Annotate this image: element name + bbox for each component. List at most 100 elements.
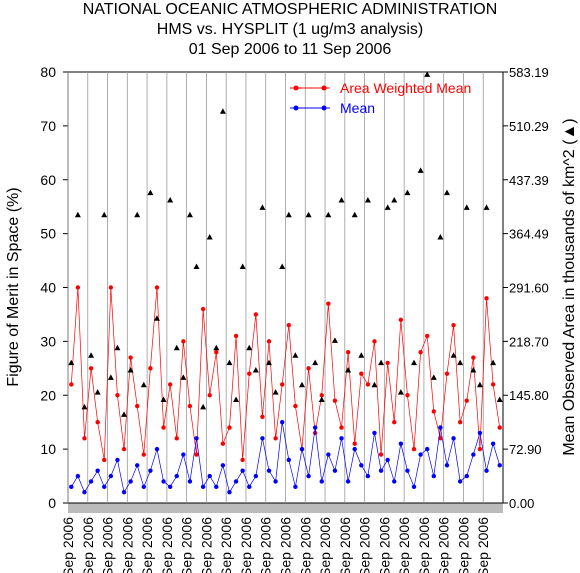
triangle-marker bbox=[219, 108, 226, 114]
point bbox=[273, 436, 278, 441]
triangle-marker bbox=[378, 359, 385, 366]
triangle-marker bbox=[391, 196, 398, 203]
point bbox=[326, 301, 331, 306]
triangle-marker bbox=[292, 352, 299, 358]
triangle-marker bbox=[186, 211, 193, 218]
point bbox=[121, 490, 127, 495]
triangle-marker bbox=[81, 403, 88, 410]
date-range: 01 Sep 2006 to 11 Sep 2006 bbox=[189, 41, 392, 58]
triangle-marker bbox=[443, 189, 450, 196]
x-tick-label: Sep 2006 bbox=[317, 517, 333, 573]
triangle-marker bbox=[417, 167, 424, 173]
point bbox=[385, 457, 390, 463]
point bbox=[187, 403, 193, 409]
point bbox=[128, 355, 133, 360]
point bbox=[359, 463, 364, 468]
triangle-marker bbox=[239, 263, 246, 270]
point bbox=[194, 436, 199, 441]
point bbox=[82, 436, 87, 441]
triangle-marker bbox=[318, 396, 325, 403]
point bbox=[135, 463, 140, 468]
point bbox=[312, 425, 318, 430]
point bbox=[392, 479, 397, 484]
point bbox=[88, 479, 94, 484]
point bbox=[345, 479, 351, 484]
triangle-marker bbox=[173, 344, 180, 351]
point bbox=[319, 393, 324, 398]
point bbox=[148, 468, 153, 473]
point bbox=[411, 484, 417, 490]
point bbox=[247, 371, 252, 376]
triangle-marker bbox=[233, 396, 240, 403]
point bbox=[444, 371, 450, 376]
triangle-marker bbox=[457, 359, 464, 366]
y2-tick-label: 0.00 bbox=[509, 496, 534, 511]
point bbox=[484, 296, 489, 301]
x-tick-label: Sep 2006 bbox=[357, 517, 373, 573]
chart-title: NATIONAL OCEANIC ATMOSPHERIC ADMINISTRAT… bbox=[83, 1, 498, 18]
point bbox=[141, 484, 146, 490]
point bbox=[174, 473, 179, 479]
legend-dot bbox=[293, 85, 299, 91]
point bbox=[280, 382, 285, 387]
legend-label: Mean bbox=[340, 100, 375, 116]
point bbox=[339, 425, 344, 430]
x-tick-label: Sep 2006 bbox=[179, 517, 195, 573]
legend-dot bbox=[321, 85, 327, 91]
point bbox=[385, 360, 390, 366]
triangle-marker bbox=[411, 359, 418, 366]
point bbox=[451, 323, 456, 328]
point bbox=[227, 490, 232, 495]
point bbox=[108, 285, 114, 290]
triangle-marker bbox=[397, 389, 404, 395]
triangle-marker bbox=[272, 389, 279, 395]
y2-tick-label: 510.29 bbox=[509, 119, 549, 134]
point bbox=[484, 468, 489, 473]
point bbox=[431, 409, 436, 414]
triangle-marker bbox=[470, 366, 477, 373]
point bbox=[181, 339, 186, 344]
point bbox=[345, 349, 351, 355]
triangle-marker bbox=[437, 233, 444, 240]
point bbox=[240, 468, 245, 473]
triangle-marker bbox=[252, 366, 259, 373]
triangle-marker bbox=[384, 204, 391, 210]
triangle-marker bbox=[140, 381, 147, 388]
triangle-marker bbox=[325, 211, 332, 218]
triangle-marker bbox=[259, 204, 266, 210]
point bbox=[280, 419, 285, 425]
point bbox=[411, 446, 417, 452]
triangle-marker bbox=[424, 71, 431, 77]
y-tick-label: 20 bbox=[40, 387, 56, 403]
triangle-marker bbox=[147, 189, 154, 196]
x-tick-label: Sep 2006 bbox=[475, 517, 491, 573]
y-tick-label: 50 bbox=[40, 226, 56, 242]
point bbox=[88, 366, 94, 371]
point bbox=[233, 479, 239, 484]
triangle-marker bbox=[206, 233, 213, 240]
point bbox=[102, 457, 107, 463]
x-tick-label: Sep 2006 bbox=[258, 517, 274, 573]
point bbox=[148, 366, 153, 371]
point bbox=[372, 339, 377, 344]
point bbox=[457, 479, 463, 484]
x-tick-label: Sep 2006 bbox=[278, 517, 294, 573]
point bbox=[167, 382, 173, 387]
y-tick-label: 10 bbox=[40, 441, 56, 457]
point bbox=[405, 393, 410, 398]
point bbox=[490, 382, 496, 387]
point bbox=[102, 484, 107, 490]
y-tick-label: 40 bbox=[40, 280, 56, 296]
y-tick-label: 30 bbox=[40, 333, 56, 349]
point bbox=[181, 452, 186, 457]
point bbox=[425, 333, 430, 339]
point bbox=[378, 452, 384, 457]
point bbox=[75, 285, 81, 290]
date-band bbox=[68, 503, 503, 513]
triangle-marker bbox=[246, 344, 253, 351]
point bbox=[141, 452, 146, 457]
point bbox=[378, 468, 384, 473]
point bbox=[200, 306, 206, 312]
point bbox=[260, 436, 265, 441]
point bbox=[214, 484, 219, 490]
